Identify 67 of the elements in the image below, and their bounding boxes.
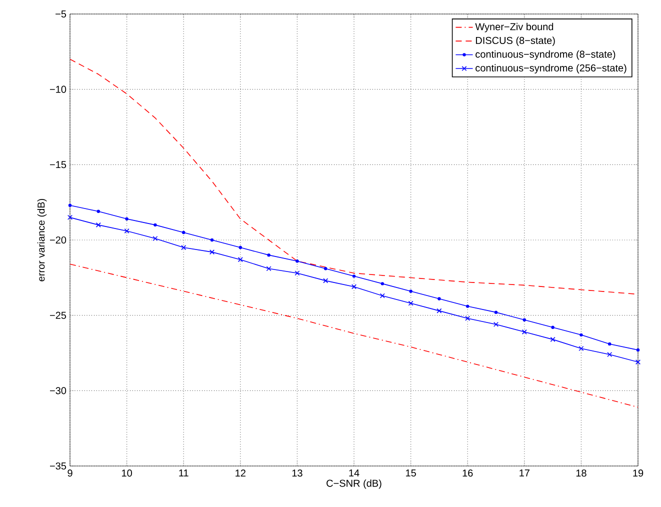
- point: [493, 322, 499, 327]
- x-tick-label: 9: [68, 470, 72, 477]
- x-tick-label: 16: [462, 470, 473, 477]
- point: [238, 257, 243, 262]
- point: [522, 329, 527, 334]
- y-tick-label: −20: [50, 236, 66, 244]
- point: [68, 204, 72, 207]
- point: [125, 217, 128, 221]
- point: [67, 214, 73, 220]
- x-tick-label: 12: [236, 470, 246, 477]
- x-tick-label: 10: [122, 470, 132, 477]
- point: [522, 318, 526, 322]
- point: [124, 228, 130, 234]
- point: [551, 326, 554, 329]
- point: [209, 250, 215, 255]
- y-tick-label: −10: [50, 86, 66, 93]
- point: [294, 270, 300, 276]
- point: [607, 352, 612, 358]
- point: [182, 230, 186, 234]
- y-axis-title: error variance (dB): [37, 198, 47, 282]
- point: [494, 310, 498, 314]
- point: [408, 300, 414, 306]
- x-tick-label: 13: [292, 470, 302, 477]
- legend-label: Wyner−Ziv bound: [475, 22, 554, 32]
- point: [266, 266, 272, 272]
- legend-label: continuous−syndrome (256−state): [476, 64, 626, 74]
- point: [438, 297, 441, 300]
- point: [550, 336, 556, 342]
- point: [238, 246, 242, 250]
- point: [96, 210, 100, 213]
- point: [323, 278, 328, 284]
- point: [635, 360, 641, 365]
- point: [380, 293, 385, 298]
- y-tick-label: −15: [50, 161, 66, 168]
- point: [96, 222, 101, 228]
- y-tick-label: −5: [56, 10, 66, 18]
- point: [409, 290, 412, 293]
- point: [352, 274, 356, 278]
- point: [324, 267, 328, 270]
- point: [578, 346, 584, 352]
- point: [436, 308, 442, 314]
- point: [351, 284, 357, 290]
- point: [154, 223, 157, 227]
- point: [152, 236, 158, 242]
- legend-label: continuous−syndrome (8−state): [476, 50, 616, 60]
- point: [267, 253, 270, 257]
- point: [608, 342, 612, 346]
- x-tick-label: 19: [633, 470, 644, 477]
- line-series: [70, 264, 638, 408]
- x-tick-label: 18: [576, 470, 586, 477]
- y-tick-label: −30: [50, 387, 66, 394]
- y-tick-label: −35: [50, 462, 66, 470]
- x-axis-title: C−SNR (dB): [326, 479, 382, 489]
- x-tick-label: 11: [179, 470, 188, 476]
- point: [181, 245, 186, 250]
- point: [580, 333, 583, 337]
- point: [465, 316, 470, 321]
- x-tick-label: 15: [406, 470, 416, 477]
- point: [466, 304, 470, 308]
- point: [296, 259, 299, 263]
- point: [380, 282, 384, 286]
- legend-label: DISCUS (8−state): [476, 36, 555, 46]
- y-tick-label: −25: [50, 312, 66, 319]
- x-tick-label: 14: [349, 470, 360, 476]
- point: [636, 348, 640, 352]
- point: [210, 238, 214, 242]
- x-tick-label: 17: [520, 470, 530, 476]
